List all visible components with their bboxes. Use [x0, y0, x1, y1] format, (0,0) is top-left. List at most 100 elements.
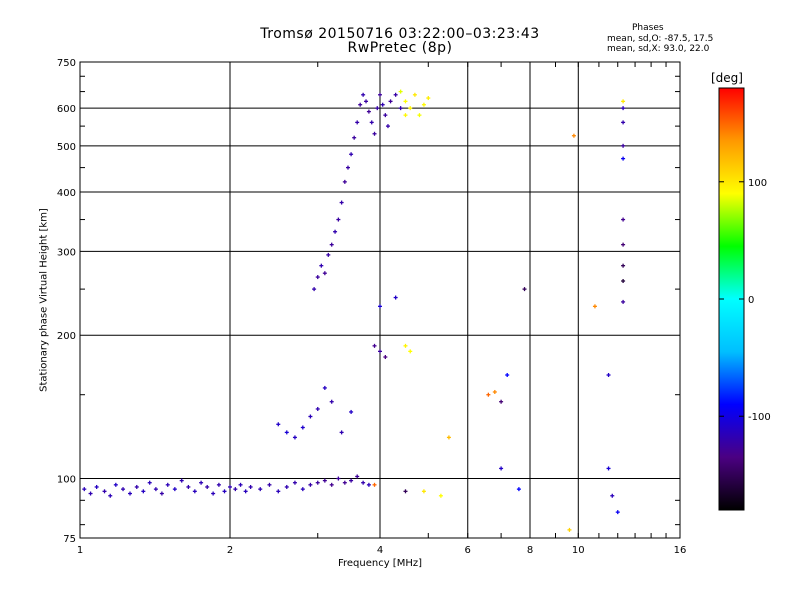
data-point — [393, 92, 398, 97]
data-point — [361, 480, 366, 485]
data-point — [352, 135, 357, 140]
data-point — [141, 489, 146, 494]
data-point — [349, 152, 354, 157]
data-point — [592, 304, 597, 309]
data-point — [322, 271, 327, 276]
data-point — [315, 480, 320, 485]
data-point — [300, 487, 305, 492]
data-point — [329, 482, 334, 487]
data-point — [243, 489, 248, 494]
data-point — [284, 430, 289, 435]
data-point — [621, 156, 626, 161]
colorbar-tick-label: -100 — [748, 412, 771, 423]
data-points — [82, 89, 626, 532]
colorbar-label: [deg] — [711, 71, 743, 85]
data-point — [349, 409, 354, 414]
data-point — [403, 99, 408, 104]
data-point — [82, 487, 87, 492]
data-point — [398, 89, 403, 94]
data-point — [610, 493, 615, 498]
data-point — [134, 484, 139, 489]
data-point — [621, 263, 626, 268]
data-point — [615, 510, 620, 515]
data-point — [398, 106, 403, 111]
data-point — [211, 491, 216, 496]
y-tick-label: 500 — [57, 142, 76, 153]
data-point — [567, 527, 572, 532]
data-point — [358, 102, 363, 107]
data-point — [292, 480, 297, 485]
data-point — [621, 143, 626, 148]
data-point — [366, 482, 371, 487]
data-point — [621, 120, 626, 125]
data-point — [426, 96, 431, 101]
data-point — [486, 392, 491, 397]
data-point — [499, 399, 504, 404]
data-point — [499, 466, 504, 471]
data-point — [355, 474, 360, 479]
data-point — [94, 484, 99, 489]
data-point — [492, 389, 497, 394]
x-axis-ticks: 1 2 4 6 8 10 16 — [77, 62, 687, 556]
data-point — [326, 252, 331, 257]
data-point — [172, 487, 177, 492]
data-point — [621, 99, 626, 104]
data-point — [339, 200, 344, 205]
data-point — [408, 106, 413, 111]
phase-colorbar: 100 0 -100 [deg] — [711, 71, 771, 511]
data-point — [336, 217, 341, 222]
x-tick-label: 2 — [227, 545, 233, 556]
colorbar-tick-label: 0 — [748, 295, 754, 306]
data-point — [102, 489, 107, 494]
data-point — [128, 491, 133, 496]
data-point — [192, 489, 197, 494]
data-point — [383, 113, 388, 118]
data-point — [300, 425, 305, 430]
data-point — [248, 484, 253, 489]
data-point — [403, 113, 408, 118]
data-point — [621, 106, 626, 111]
data-point — [417, 113, 422, 118]
data-point — [606, 466, 611, 471]
data-point — [121, 487, 126, 492]
data-point — [505, 373, 510, 378]
phases-heading: Phases — [632, 23, 664, 33]
x-tick-label: 4 — [377, 545, 383, 556]
data-point — [378, 92, 382, 97]
data-point — [385, 124, 390, 129]
data-point — [199, 480, 204, 485]
data-point — [621, 217, 626, 222]
data-point — [372, 131, 377, 136]
x-tick-label: 8 — [527, 545, 533, 556]
data-point — [238, 482, 243, 487]
grid-lines — [80, 62, 680, 538]
data-point — [336, 476, 341, 481]
data-point — [421, 489, 426, 494]
data-point — [147, 480, 152, 485]
data-point — [378, 349, 382, 354]
data-point — [339, 430, 344, 435]
data-point — [186, 484, 191, 489]
data-point — [153, 487, 158, 492]
data-point — [292, 435, 297, 440]
phases-stats-o: mean, sd,O: -87.5, 17.5 — [607, 34, 714, 44]
data-point — [355, 120, 360, 125]
data-point — [258, 487, 263, 492]
colorbar-tick-label: 100 — [748, 178, 767, 189]
data-point — [621, 299, 626, 304]
x-tick-label: 6 — [465, 545, 471, 556]
data-point — [412, 92, 417, 97]
y-tick-label: 750 — [57, 58, 76, 69]
y-tick-label: 100 — [57, 475, 76, 486]
data-point — [403, 343, 408, 348]
data-point — [345, 165, 350, 170]
data-point — [522, 287, 527, 292]
data-point — [403, 489, 408, 494]
data-point — [606, 373, 611, 378]
data-point — [364, 99, 369, 104]
x-tick-label: 16 — [674, 545, 687, 556]
data-point — [113, 482, 118, 487]
data-point — [380, 102, 385, 107]
phases-stats-x: mean, sd,X: 93.0, 22.0 — [607, 44, 710, 54]
